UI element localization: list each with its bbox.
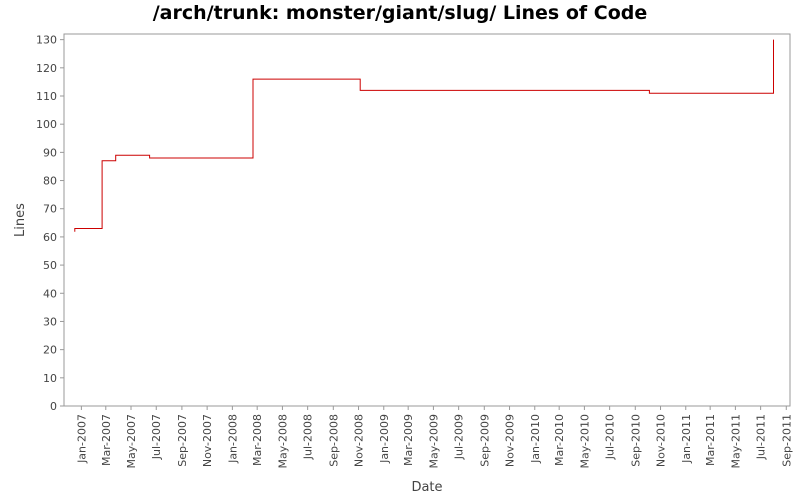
x-axis: Jan-2007 Mar-2007 May-2007 Jul-2007 Sep-2007… (75, 406, 793, 469)
x-tick-label: Mar-2009 (402, 414, 415, 466)
y-axis: 0 10 20 30 40 50 60 70 80 90 100 110 120 130 (36, 34, 64, 413)
plot-area (63, 33, 791, 407)
x-tick-label: Sep-2007 (176, 414, 189, 467)
x-tick-label: Mar-2011 (704, 414, 717, 466)
y-tick-label: 0 (50, 400, 57, 413)
x-tick-label: Jan-2008 (226, 414, 239, 464)
x-tick-label: Sep-2011 (780, 414, 793, 467)
x-tick-label: Jan-2011 (680, 414, 693, 464)
y-tick-label: 120 (36, 62, 57, 75)
y-axis-label: Lines (13, 203, 28, 237)
x-tick-label: Jul-2009 (453, 414, 466, 460)
x-tick-label: Nov-2007 (201, 414, 214, 467)
x-tick-label: Jul-2010 (604, 414, 617, 460)
series-group (74, 39, 774, 232)
x-tick-label: Jan-2009 (378, 414, 391, 464)
y-tick-label: 90 (43, 146, 57, 159)
x-tick-label: Nov-2010 (655, 414, 668, 467)
x-axis-label: Date (411, 480, 442, 495)
chart-title: /arch/trunk: monster/giant/slug/ Lines o… (152, 2, 648, 24)
x-tick-label: Jan-2010 (529, 414, 542, 464)
y-tick-label: 80 (43, 175, 57, 188)
y-tick-label: 60 (43, 231, 57, 244)
x-tick-label: May-2009 (427, 414, 440, 469)
x-tick-label: Mar-2008 (251, 414, 264, 466)
y-tick-label: 40 (43, 287, 57, 300)
x-tick-label: Jul-2011 (755, 414, 768, 460)
x-tick-label: Jan-2007 (75, 414, 88, 464)
y-tick-label: 110 (36, 90, 57, 103)
x-tick-label: May-2010 (578, 414, 591, 469)
x-tick-label: Nov-2008 (353, 414, 366, 467)
y-tick-label: 10 (43, 372, 57, 385)
series-line (74, 39, 774, 232)
x-tick-label: May-2011 (729, 414, 742, 469)
y-tick-label: 130 (36, 34, 57, 47)
x-tick-label: Sep-2009 (478, 414, 491, 467)
x-tick-label: Sep-2008 (327, 414, 340, 467)
x-tick-label: Jul-2008 (302, 414, 315, 460)
y-tick-label: 30 (43, 315, 57, 328)
y-tick-label: 100 (36, 118, 57, 131)
x-tick-label: May-2008 (276, 414, 289, 469)
x-tick-label: May-2007 (125, 414, 138, 469)
y-tick-label: 70 (43, 203, 57, 216)
x-tick-label: Mar-2007 (100, 414, 113, 466)
x-tick-label: Mar-2010 (553, 414, 566, 466)
y-tick-label: 20 (43, 344, 57, 357)
x-tick-label: Jul-2007 (150, 414, 163, 460)
x-tick-label: Nov-2009 (504, 414, 517, 467)
x-tick-label: Sep-2010 (629, 414, 642, 467)
y-tick-label: 50 (43, 259, 57, 272)
